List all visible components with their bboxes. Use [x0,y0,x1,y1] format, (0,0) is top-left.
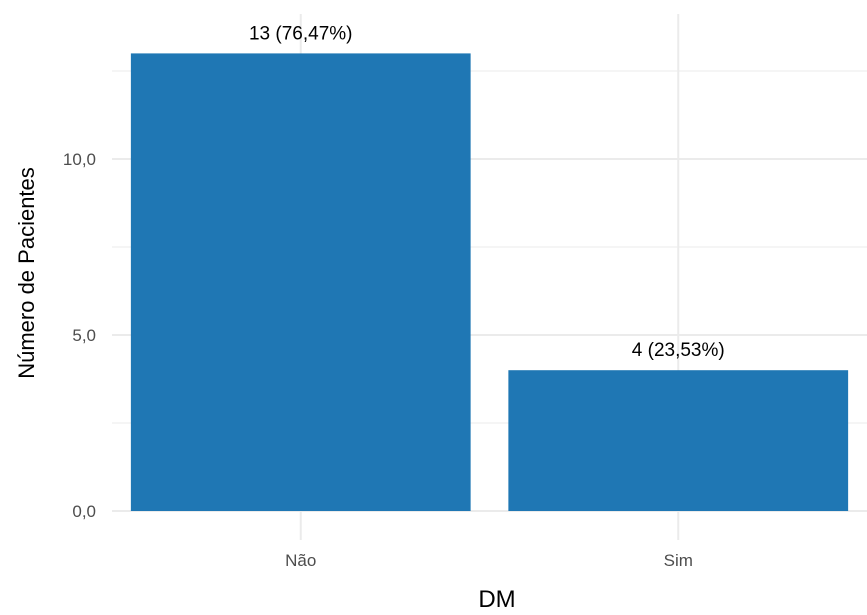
y-tick-labels: 0,0 5,0 10,0 [63,150,96,521]
bars [130,53,849,512]
bar [130,53,471,512]
y-tick-label: 0,0 [72,502,96,521]
y-tick-label: 5,0 [72,326,96,345]
data-label: 13 (76,47%) [249,23,353,44]
x-tick-label: Sim [664,551,693,570]
x-tick-label: Não [285,551,316,570]
bar [508,370,849,511]
x-axis-title: DM [478,586,515,610]
data-label: 4 (23,53%) [632,340,725,361]
data-labels: 13 (76,47%) 4 (23,53%) [249,23,725,361]
y-axis-title: Número de Pacientes [14,167,39,379]
x-tick-labels: Não Sim [285,551,693,570]
y-tick-label: 10,0 [63,150,96,169]
